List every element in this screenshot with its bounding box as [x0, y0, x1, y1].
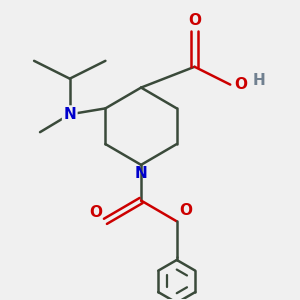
Text: O: O	[89, 205, 102, 220]
Text: O: O	[180, 203, 193, 218]
Text: H: H	[253, 73, 265, 88]
Text: O: O	[235, 77, 248, 92]
Text: N: N	[63, 107, 76, 122]
Text: N: N	[135, 166, 148, 181]
Text: O: O	[188, 13, 201, 28]
